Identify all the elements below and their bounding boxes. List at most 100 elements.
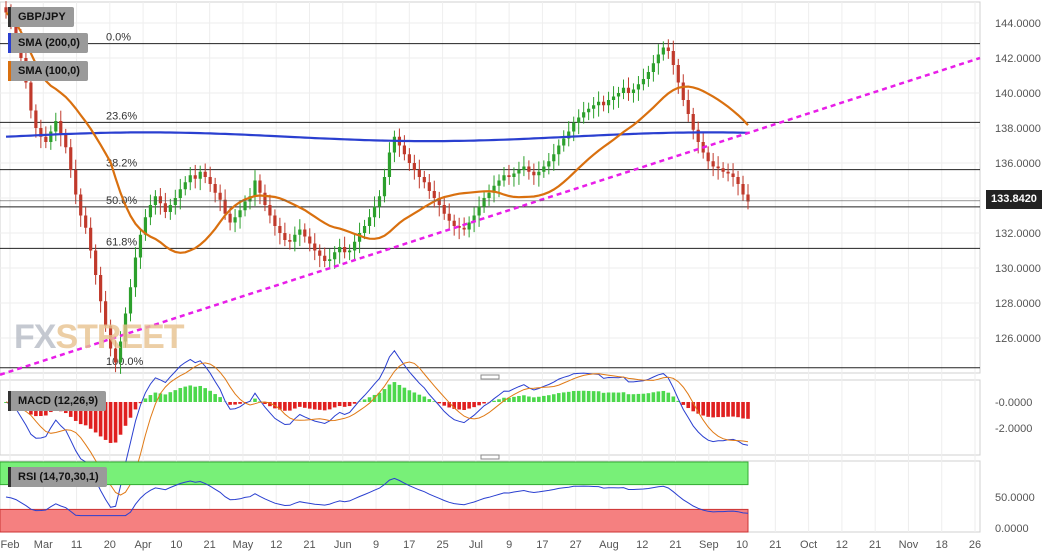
candle-body <box>198 171 202 179</box>
candle-body <box>746 194 750 202</box>
candle-body <box>133 257 138 288</box>
candle-body <box>641 79 646 85</box>
candle-body <box>606 100 611 106</box>
rsi-oversold-zone <box>0 508 749 533</box>
trendline <box>0 56 981 376</box>
macd-histogram-bar <box>263 402 267 405</box>
macd-histogram-bar <box>228 402 232 405</box>
macd-histogram-bar <box>676 400 681 402</box>
fib-level-label: 23.6% <box>106 110 137 122</box>
candle-body <box>84 215 88 228</box>
candle-body <box>103 301 108 326</box>
macd-histogram-bar <box>611 392 616 402</box>
macd-histogram-bar <box>208 390 212 402</box>
candle-body <box>626 87 631 93</box>
macd-histogram-bar <box>492 400 496 402</box>
candle-body <box>323 255 327 261</box>
macd-histogram-bar <box>153 392 158 402</box>
candle-body <box>387 152 392 177</box>
macd-histogram-bar <box>681 402 686 405</box>
candle-body <box>492 185 496 193</box>
macd-histogram-bar <box>671 396 676 402</box>
candle-body <box>666 47 670 51</box>
x-tick-label: 26 <box>969 539 981 551</box>
macd-histogram-bar <box>711 402 715 418</box>
x-tick-label: Apr <box>135 539 152 551</box>
candle-body <box>422 177 426 183</box>
macd-histogram-bar <box>561 392 566 402</box>
main-panel <box>0 1 981 374</box>
sma200-label[interactable]: SMA (200,0) <box>8 33 88 53</box>
x-tick-label: 12 <box>636 539 648 551</box>
x-tick-label: 21 <box>769 539 781 551</box>
candle-body <box>482 198 486 207</box>
macd-histogram-bar <box>696 402 701 414</box>
macd-histogram-bar <box>93 402 98 433</box>
candle-body <box>34 110 38 128</box>
candle-body <box>577 117 581 123</box>
macd-histogram-bar <box>522 395 526 402</box>
macd-label[interactable]: MACD (12,26,9) <box>8 391 107 411</box>
macd-histogram-bar <box>178 388 183 402</box>
macd-histogram-bar <box>601 392 606 402</box>
candle-body <box>89 227 93 251</box>
macd-histogram-bar <box>472 402 476 408</box>
candle-body <box>597 101 601 106</box>
macd-histogram-bar <box>198 385 203 402</box>
macd-histogram-bar <box>547 395 551 402</box>
candle-body <box>726 171 730 174</box>
sma100-label[interactable]: SMA (100,0) <box>8 61 88 81</box>
macd-histogram-bar <box>118 402 123 435</box>
macd-histogram-bar <box>646 393 651 402</box>
y-tick-label: 132.0000 <box>995 228 1041 240</box>
candle-body <box>293 234 297 242</box>
x-tick-label: 18 <box>936 539 948 551</box>
candle-body <box>696 129 700 142</box>
candle-body <box>392 136 397 153</box>
macd-histogram-bar <box>661 390 666 402</box>
x-tick-label: Mar <box>34 539 53 551</box>
macd-histogram-bar <box>183 386 188 402</box>
candle-body <box>671 51 675 65</box>
candle-body <box>631 89 636 93</box>
macd-histogram-bar <box>701 402 705 416</box>
macd-histogram-bar <box>322 402 327 411</box>
candle-body <box>248 196 252 202</box>
x-tick-label: 9 <box>506 539 512 551</box>
macd-histogram-bar <box>527 396 531 402</box>
candle-body <box>158 196 162 204</box>
candle-body <box>452 220 456 226</box>
candle-body <box>402 145 406 155</box>
rsi-label[interactable]: RSI (14,70,30,1) <box>8 467 107 487</box>
macd-histogram-bar <box>78 402 83 425</box>
y-tick-label: 140.0000 <box>995 88 1041 100</box>
candle-body <box>592 105 596 109</box>
candle-body <box>123 313 128 342</box>
macd-histogram-bar <box>467 402 471 409</box>
macd-histogram-bar <box>721 402 725 418</box>
candle-body <box>357 233 362 242</box>
macd-histogram-bar <box>542 395 546 402</box>
candle-body <box>308 236 312 244</box>
candle-body <box>487 192 491 198</box>
macd-histogram-bar <box>566 391 571 402</box>
candle-body <box>108 325 113 349</box>
macd-histogram-bar <box>387 384 392 402</box>
sma200-line <box>5 131 749 143</box>
macd-histogram-bar <box>412 392 417 402</box>
macd-histogram-bar <box>188 385 193 402</box>
macd-histogram-bar <box>397 384 402 402</box>
macd-resize-handle <box>480 374 500 380</box>
macd-histogram-bar <box>417 394 422 402</box>
macd-histogram-bar <box>173 390 178 402</box>
macd-histogram-bar <box>382 389 387 402</box>
candle-body <box>233 217 237 223</box>
candle-body <box>303 229 307 237</box>
candle-body <box>512 173 516 177</box>
candle-body <box>542 166 546 172</box>
macd-histogram-bar <box>427 399 432 402</box>
x-tick-label: Aug <box>599 539 619 551</box>
symbol-label[interactable]: GBP/JPY <box>8 7 74 27</box>
macd-histogram-bar <box>596 391 601 402</box>
